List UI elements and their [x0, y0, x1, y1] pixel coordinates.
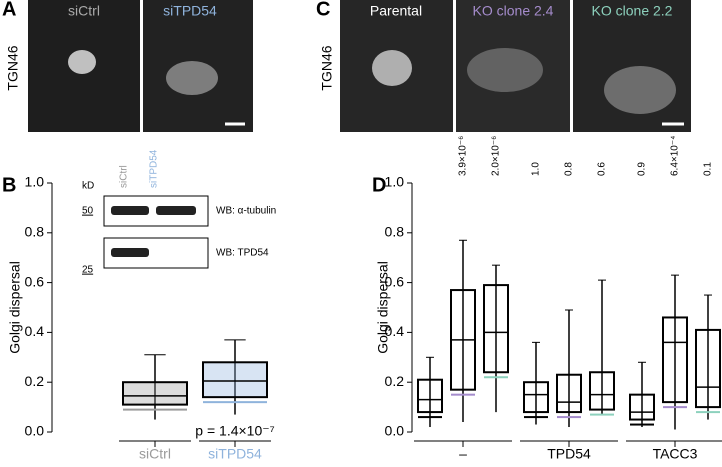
y-tick-label: 0.0 [385, 423, 405, 439]
p-value: 0.6 [597, 162, 608, 176]
y-label: Golgi dispersal [375, 261, 391, 354]
lane-label: siTPD54 [149, 149, 160, 188]
y-tick-label: 0.8 [385, 224, 405, 240]
color-key [557, 416, 581, 419]
y-tick-label: 0.2 [25, 373, 45, 389]
color-key [418, 416, 442, 419]
box [483, 284, 509, 374]
marker-label: 25 [82, 265, 94, 276]
y-tick-label: 1.0 [25, 174, 45, 190]
y-tick-label: 0.6 [25, 273, 45, 289]
blot-band [156, 206, 196, 215]
x-tick-label: TPD54 [547, 446, 591, 462]
image-label: KO clone 2.2 [592, 3, 673, 19]
box [589, 371, 615, 411]
color-key [203, 401, 267, 404]
y-tick-label: 0.8 [25, 224, 45, 240]
x-tick-label: siCtrl [139, 446, 171, 462]
image-label: KO clone 2.4 [473, 3, 554, 19]
blot-band [111, 206, 149, 215]
color-key [663, 406, 687, 409]
lane-label: siCtrl [119, 165, 130, 188]
y-label: TGN46 [5, 45, 21, 90]
p-value: p = 1.4×10⁻⁷ [195, 423, 274, 439]
color-key [590, 413, 614, 416]
marker-label: 50 [82, 206, 94, 217]
p-value: 3.9×10⁻⁶ [458, 136, 469, 176]
panel-letter: A [2, 0, 16, 20]
blot-band [111, 248, 149, 257]
box [629, 393, 655, 421]
p-value: 2.0×10⁻⁶ [491, 136, 502, 176]
golgi-signal [604, 66, 676, 114]
x-tick-label: siTPD54 [208, 446, 262, 462]
y-tick-label: 1.0 [385, 174, 405, 190]
golgi-signal [166, 61, 218, 95]
color-key [451, 393, 475, 396]
color-key [484, 376, 508, 379]
color-key [696, 411, 720, 414]
p-value: 1.0 [531, 162, 542, 176]
box [417, 378, 443, 414]
box [523, 381, 549, 414]
box [202, 361, 268, 399]
panel-letter: C [316, 0, 330, 20]
image-label: siTPD54 [163, 3, 217, 19]
golgi-signal [372, 50, 412, 86]
box [695, 328, 721, 409]
image-label: Parental [370, 3, 422, 19]
box [122, 381, 188, 406]
x-tick-label: – [459, 446, 467, 462]
p-value: 0.1 [703, 162, 714, 176]
y-tick-label: 0.6 [385, 273, 405, 289]
golgi-signal [68, 50, 96, 74]
unit-label: kD [82, 181, 94, 192]
golgi-signal [467, 48, 543, 92]
panel-letter: B [2, 174, 16, 196]
image-label: siCtrl [68, 3, 100, 19]
color-key [123, 408, 187, 411]
color-key [630, 423, 654, 426]
box [556, 373, 582, 414]
y-tick-label: 0.0 [25, 423, 45, 439]
p-value: 0.8 [564, 162, 575, 176]
y-tick-label: 0.2 [385, 373, 405, 389]
color-key [524, 416, 548, 419]
x-tick-label: TACC3 [653, 446, 698, 462]
y-label: Golgi dispersal [7, 261, 23, 354]
panel-letter: D [372, 174, 386, 196]
y-tick-label: 0.4 [25, 323, 45, 339]
p-value: 6.4×10⁻⁴ [670, 136, 681, 176]
blot-label: WB: TPD54 [216, 248, 269, 259]
p-value: 0.9 [637, 162, 648, 176]
blot-label: WB: α-tubulin [216, 206, 276, 217]
box [662, 316, 688, 404]
y-label: TGN46 [319, 45, 335, 90]
y-tick-label: 0.4 [385, 323, 405, 339]
